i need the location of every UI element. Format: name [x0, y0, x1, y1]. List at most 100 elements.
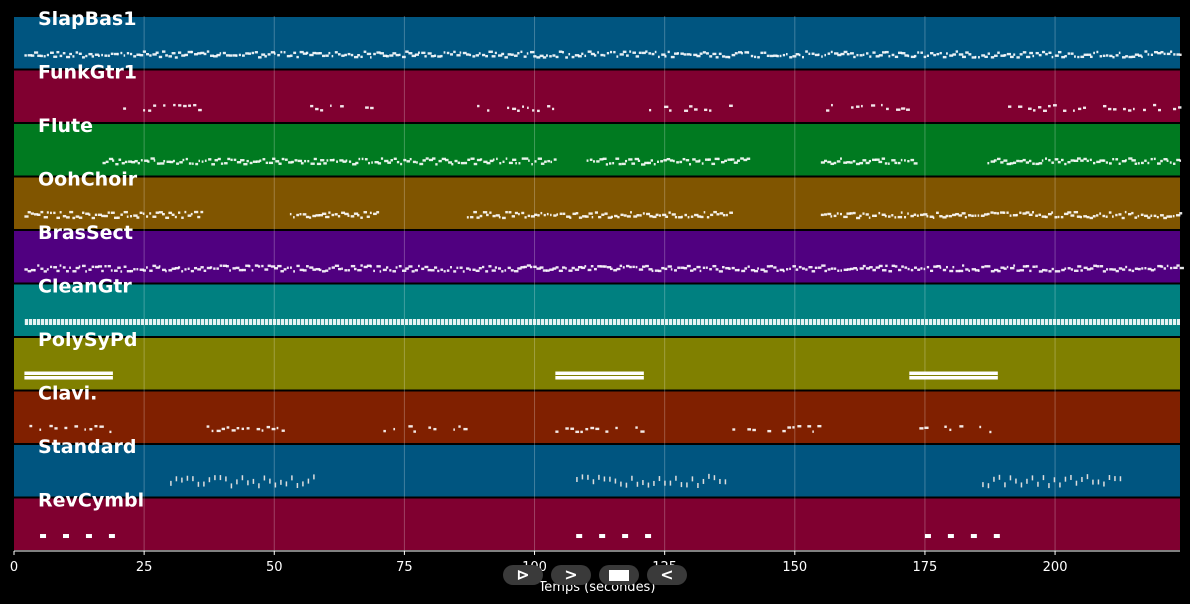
note — [1108, 107, 1112, 111]
note — [1073, 109, 1075, 112]
note — [965, 51, 969, 54]
note — [340, 105, 344, 108]
note — [570, 427, 575, 430]
note — [628, 158, 633, 161]
note — [1045, 157, 1048, 160]
stop-button[interactable] — [599, 565, 639, 585]
note — [932, 216, 935, 219]
note — [326, 159, 329, 162]
note — [675, 475, 677, 481]
note — [1067, 161, 1071, 164]
note — [878, 54, 883, 57]
note — [288, 161, 293, 164]
note — [1074, 269, 1079, 272]
note — [1048, 270, 1052, 273]
note — [653, 163, 656, 166]
note — [736, 159, 740, 162]
note — [1112, 157, 1115, 161]
note — [635, 265, 638, 269]
note — [602, 157, 607, 161]
note — [522, 105, 525, 108]
note — [424, 265, 429, 269]
note — [336, 160, 339, 163]
note — [609, 476, 611, 482]
note — [709, 109, 712, 112]
note — [930, 269, 934, 273]
note — [46, 211, 49, 214]
note — [334, 51, 338, 54]
note — [687, 216, 690, 219]
note — [53, 55, 58, 58]
note — [865, 161, 870, 165]
note — [849, 161, 853, 164]
note — [120, 213, 123, 216]
note — [192, 162, 194, 165]
note — [1128, 212, 1132, 216]
note — [1054, 216, 1058, 219]
note — [661, 53, 666, 56]
note — [795, 53, 800, 56]
note — [460, 161, 465, 165]
note — [290, 54, 293, 57]
note — [107, 211, 110, 214]
note — [731, 53, 736, 57]
note — [578, 55, 582, 58]
note — [422, 159, 426, 162]
note — [850, 267, 854, 271]
x-tick-label: 25 — [136, 560, 153, 575]
track-notes — [24, 210, 1183, 220]
note — [798, 53, 801, 57]
note — [987, 161, 990, 165]
note — [923, 267, 926, 271]
note — [169, 160, 174, 164]
note — [615, 426, 618, 430]
note — [230, 158, 233, 162]
note — [88, 52, 93, 56]
note — [437, 55, 442, 58]
note — [970, 534, 977, 539]
note — [416, 161, 418, 164]
note — [933, 265, 938, 268]
note — [734, 52, 738, 55]
note — [344, 212, 349, 216]
note — [1150, 214, 1153, 217]
note — [168, 211, 173, 215]
note — [795, 268, 799, 271]
note — [530, 50, 535, 54]
note — [1115, 54, 1119, 57]
note — [923, 213, 928, 216]
note — [598, 215, 602, 219]
note — [760, 268, 765, 271]
note — [242, 54, 245, 57]
note — [1076, 215, 1081, 218]
play-button[interactable]: ⊳ — [503, 565, 543, 585]
note — [600, 265, 605, 268]
note — [1089, 216, 1094, 220]
back-button[interactable]: < — [647, 565, 687, 585]
note — [617, 215, 620, 219]
note — [704, 108, 708, 112]
note — [120, 51, 123, 55]
note — [562, 212, 566, 215]
note — [1112, 215, 1114, 218]
note — [40, 534, 47, 539]
note — [588, 212, 593, 215]
forward-button[interactable]: > — [551, 565, 591, 585]
note — [203, 481, 205, 487]
note — [782, 429, 786, 433]
note — [366, 264, 372, 267]
note — [181, 477, 183, 483]
note — [280, 479, 282, 485]
note — [72, 55, 75, 58]
note — [654, 50, 657, 54]
note — [40, 54, 43, 58]
note — [1041, 215, 1047, 218]
track-notes — [24, 50, 1182, 59]
note — [923, 55, 927, 59]
note — [53, 211, 56, 215]
note — [859, 54, 863, 57]
note — [1070, 474, 1072, 480]
note — [740, 157, 744, 160]
note — [457, 161, 461, 164]
play-icon: ⊳ — [516, 565, 530, 584]
